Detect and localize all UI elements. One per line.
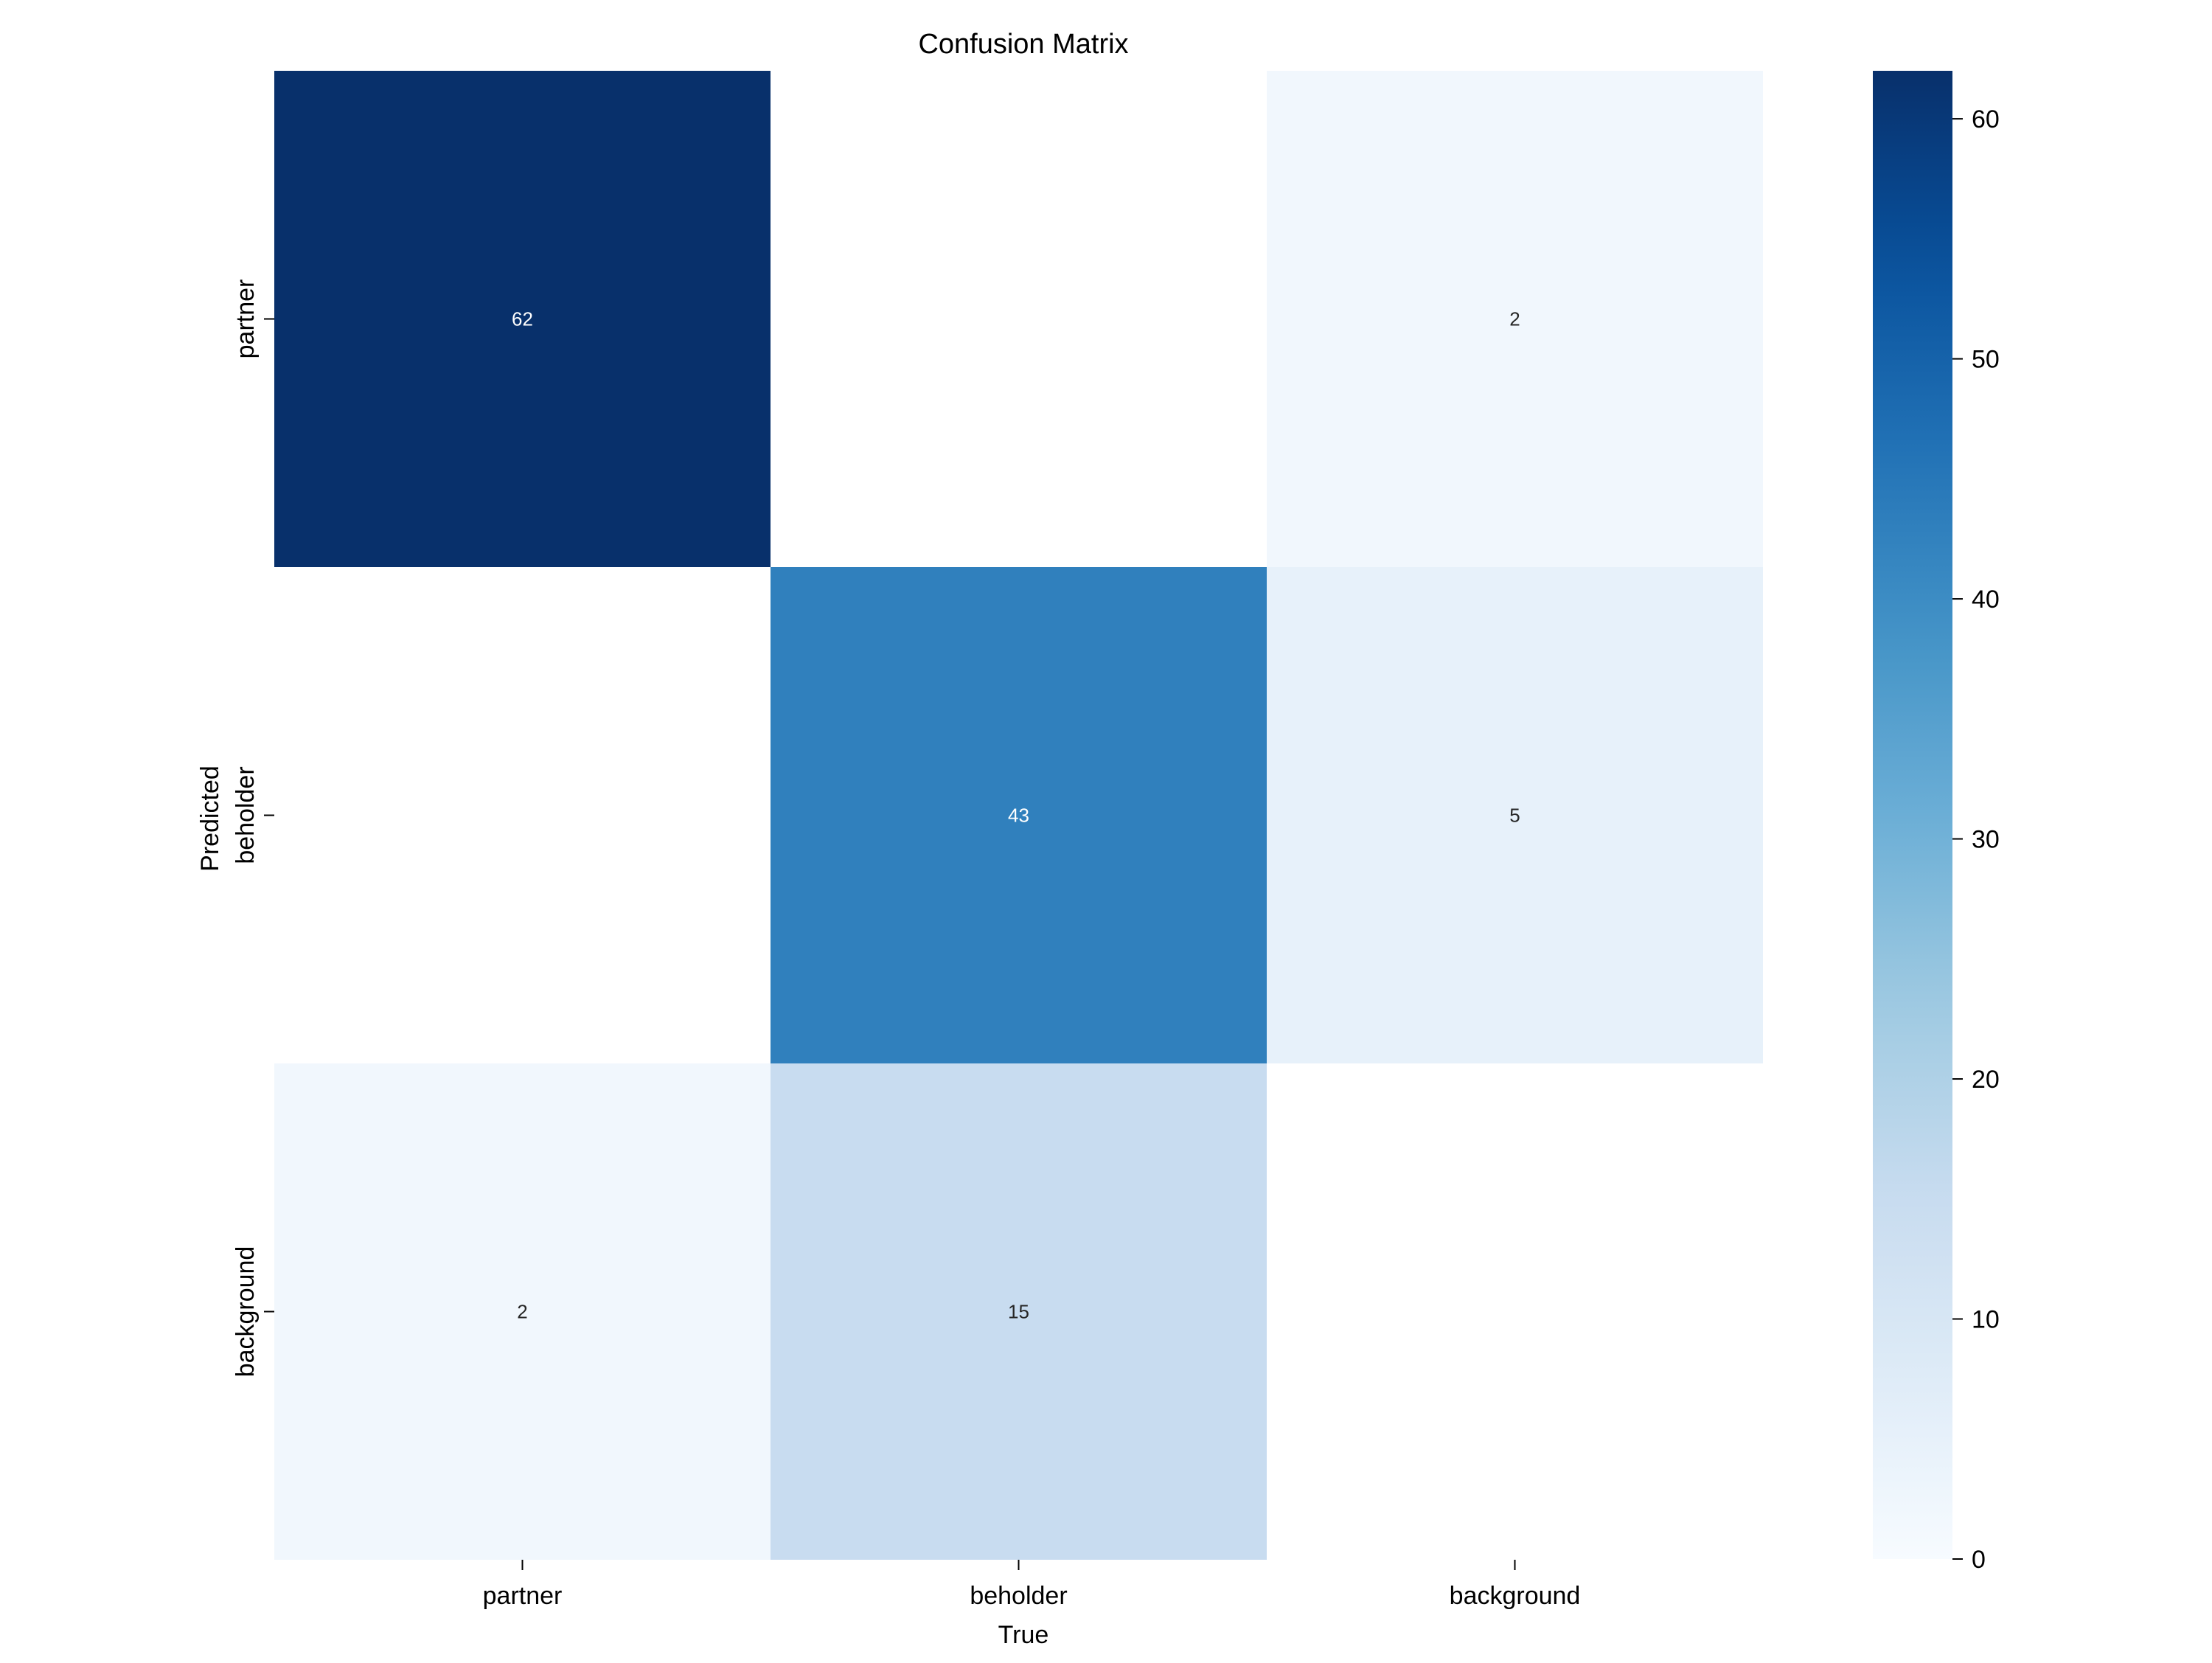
colorbar-tick-label: 0: [1972, 1546, 1986, 1574]
cell-value-label: 43: [1008, 805, 1029, 827]
y-axis: partner beholder background: [232, 280, 274, 1378]
colorbar-tick-label: 20: [1972, 1066, 2000, 1094]
colorbar-tick-label: 10: [1972, 1306, 2000, 1334]
heatmap-cell: [274, 1063, 771, 1560]
x-axis: partner beholder background: [483, 1560, 1581, 1610]
colorbar: 0 10 20 30 40 50 60: [1873, 71, 2000, 1574]
x-tick-label: beholder: [970, 1582, 1067, 1610]
heatmap-cell: [274, 567, 771, 1063]
y-axis-label: Predicted: [196, 765, 224, 872]
cell-value-label: 2: [1509, 308, 1520, 330]
cell-value-label: 5: [1509, 805, 1520, 827]
colorbar-tick-label: 60: [1972, 105, 2000, 133]
heatmap-cell: [1267, 567, 1763, 1063]
chart-title: Confusion Matrix: [918, 29, 1128, 60]
heatmap-cell: [1267, 1063, 1763, 1560]
y-tick-label: beholder: [232, 766, 260, 864]
y-tick-label: partner: [232, 280, 260, 359]
heatmap-cell: [771, 1063, 1267, 1560]
cell-value-label: 2: [517, 1301, 527, 1323]
y-tick-label: background: [232, 1246, 260, 1378]
x-tick-label: partner: [483, 1582, 563, 1610]
colorbar-tick-label: 40: [1972, 586, 2000, 614]
heatmap-cell: [274, 71, 771, 567]
heatmap-cell: [771, 71, 1267, 567]
colorbar-tick-label: 30: [1972, 826, 2000, 854]
heatmap-cell-labels: 62 2 43 5 2 15: [512, 308, 1520, 1323]
colorbar-gradient: [1873, 71, 1952, 1559]
heatmap-cells: [274, 71, 1763, 1560]
colorbar-tick-label: 50: [1972, 346, 2000, 374]
cell-value-label: 62: [512, 308, 533, 330]
heatmap-cell: [1267, 71, 1763, 567]
heatmap-cell: [771, 567, 1267, 1063]
x-tick-label: background: [1450, 1582, 1581, 1610]
x-axis-label: True: [998, 1621, 1049, 1649]
cell-value-label: 15: [1008, 1301, 1029, 1323]
